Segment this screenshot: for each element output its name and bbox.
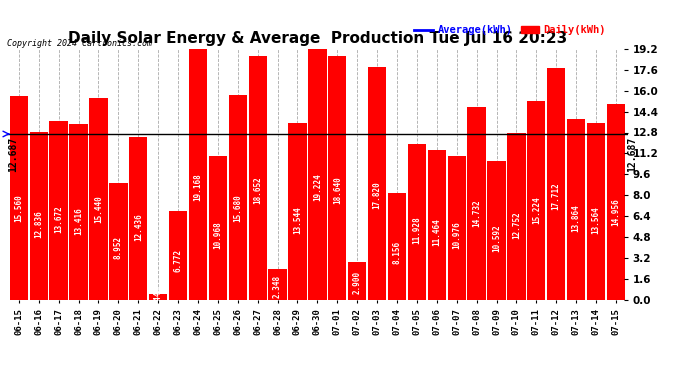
Text: 10.976: 10.976 <box>452 222 461 249</box>
Bar <box>268 269 287 300</box>
Text: 10.968: 10.968 <box>213 222 222 249</box>
Bar <box>189 49 207 300</box>
Text: 13.864: 13.864 <box>571 204 581 232</box>
Text: 0.440: 0.440 <box>154 286 163 309</box>
Text: 13.564: 13.564 <box>591 206 600 234</box>
Bar <box>507 133 526 300</box>
Bar <box>448 156 466 300</box>
Text: 12.687: 12.687 <box>627 136 637 172</box>
Text: 15.224: 15.224 <box>532 196 541 224</box>
Text: 8.156: 8.156 <box>393 240 402 264</box>
Bar <box>468 107 486 300</box>
Text: 13.544: 13.544 <box>293 206 302 234</box>
Text: 10.592: 10.592 <box>492 224 501 252</box>
Bar <box>70 124 88 300</box>
Text: 19.224: 19.224 <box>313 173 322 201</box>
Text: 14.732: 14.732 <box>472 200 481 227</box>
Bar <box>567 118 585 300</box>
Bar <box>10 96 28 300</box>
Bar <box>388 193 406 300</box>
Bar <box>50 121 68 300</box>
Text: 11.464: 11.464 <box>433 219 442 246</box>
Text: 17.712: 17.712 <box>552 182 561 210</box>
Bar <box>607 104 625 300</box>
Text: 2.900: 2.900 <box>353 272 362 294</box>
Bar <box>527 101 546 300</box>
Bar <box>487 161 506 300</box>
Text: 12.836: 12.836 <box>34 210 43 238</box>
Text: 15.680: 15.680 <box>233 194 242 222</box>
Text: 17.820: 17.820 <box>373 181 382 209</box>
Text: 19.168: 19.168 <box>193 173 202 201</box>
Text: 18.640: 18.640 <box>333 176 342 204</box>
Text: 2.348: 2.348 <box>273 274 282 298</box>
Text: 14.956: 14.956 <box>611 198 620 226</box>
Bar <box>248 56 267 300</box>
Bar <box>288 123 306 300</box>
Bar <box>228 95 247 300</box>
Bar <box>428 150 446 300</box>
Bar <box>408 144 426 300</box>
Text: 15.560: 15.560 <box>14 195 23 222</box>
Bar <box>308 48 326 300</box>
Text: Copyright 2024 Cartronics.com: Copyright 2024 Cartronics.com <box>7 39 152 48</box>
Bar <box>89 98 108 300</box>
Bar <box>129 137 148 300</box>
Text: 8.952: 8.952 <box>114 236 123 259</box>
Bar <box>587 123 605 300</box>
Text: 12.687: 12.687 <box>8 136 18 172</box>
Text: 13.416: 13.416 <box>74 207 83 235</box>
Bar <box>547 68 565 300</box>
Text: 13.672: 13.672 <box>54 206 63 233</box>
Bar <box>109 183 128 300</box>
Text: 6.772: 6.772 <box>174 249 183 272</box>
Text: 18.652: 18.652 <box>253 176 262 204</box>
Bar <box>30 132 48 300</box>
Bar <box>208 156 227 300</box>
Text: 12.752: 12.752 <box>512 211 521 239</box>
Bar <box>328 56 346 300</box>
Bar <box>348 262 366 300</box>
Text: 11.928: 11.928 <box>413 216 422 244</box>
Text: 12.436: 12.436 <box>134 213 143 241</box>
Legend: Average(kWh), Daily(kWh): Average(kWh), Daily(kWh) <box>411 21 610 40</box>
Bar <box>368 67 386 300</box>
Bar <box>149 294 167 300</box>
Text: 15.440: 15.440 <box>94 195 103 223</box>
Bar <box>169 211 187 300</box>
Title: Daily Solar Energy & Average  Production Tue Jul 16 20:23: Daily Solar Energy & Average Production … <box>68 31 567 46</box>
